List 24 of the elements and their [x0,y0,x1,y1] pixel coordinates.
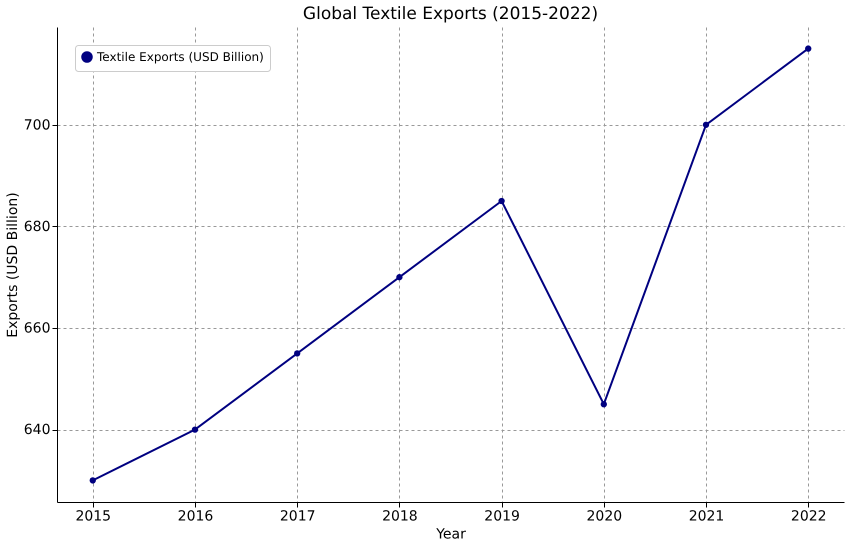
x-tick-label: 2022 [790,508,827,524]
x-axis-title: Year [435,526,466,542]
point [90,477,96,484]
x-tick-label: 2016 [178,508,214,524]
x-tick-label: 2018 [382,508,418,524]
x-tick-label: 2017 [280,508,316,524]
point [192,426,198,433]
point [498,198,505,204]
chart-title: Global Textile Exports (2015-2022) [302,4,598,24]
point [702,122,710,128]
y-tick-label: 700 [24,117,50,134]
x-tick-label: 2019 [484,508,520,524]
point [396,274,403,280]
point [600,401,607,408]
y-tick-label: 660 [24,320,50,337]
y-tick-label: 640 [24,422,50,438]
x-tick-label: 2021 [688,508,724,524]
legend-label: Textile Exports (USD Billion) [96,50,264,64]
y-tick-label: 680 [24,218,50,235]
x-tick-label: 2015 [75,508,112,524]
y-axis-title: Exports (USD Billion) [4,192,21,338]
x-tick-label: 2020 [586,508,622,524]
point [294,350,300,357]
point [805,45,812,52]
